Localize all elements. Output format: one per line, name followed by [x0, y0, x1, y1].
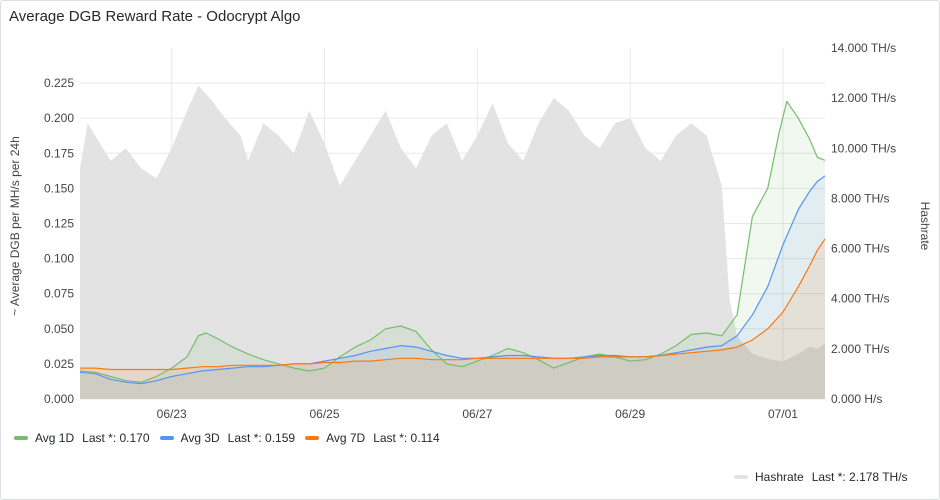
legend-swatch	[14, 436, 28, 440]
x-tick-label: 06/25	[309, 407, 339, 421]
y-left-tick-label: 0.050	[44, 322, 74, 336]
y-axis-right-ticks: 0.000 H/s 2.000 TH/s 4.000 TH/s 6.000 TH/s 8…	[831, 41, 896, 406]
series-fill-avg-3d	[80, 175, 825, 399]
y-right-tick-label: 14.000 TH/s	[831, 41, 896, 55]
legend-item-avg-7d[interactable]: Avg 7D Last *: 0.114	[305, 431, 440, 445]
y-right-tick-label: 0.000 H/s	[831, 392, 882, 406]
legend-item-avg-3d[interactable]: Avg 3D Last *: 0.159	[159, 431, 296, 445]
y-left-tick-label: 0.175	[44, 146, 74, 160]
series-line-avg-7d	[80, 238, 826, 371]
legend-item-avg-1d[interactable]: Avg 1D Last *: 0.170	[14, 431, 150, 445]
legend-bottom: Avg 1D Last *: 0.170 Avg 3D Last *: 0.15…	[14, 431, 450, 445]
legend-last-value: Last *: 0.114	[373, 431, 440, 445]
legend-swatch	[159, 436, 174, 440]
legend-label: Avg 3D	[180, 431, 220, 445]
y-right-tick-label: 8.000 TH/s	[831, 191, 889, 205]
y-right-tick-label: 4.000 TH/s	[831, 292, 889, 306]
y-right-tick-label: 2.000 TH/s	[831, 342, 889, 356]
legend-swatch	[305, 436, 320, 440]
y-left-tick-label: 0.075	[44, 287, 74, 301]
series-fill-avg-7d	[80, 238, 825, 399]
y-left-tick-label: 0.150	[44, 181, 74, 195]
panel-title: Average DGB Reward Rate - Odocrypt Algo	[9, 8, 301, 25]
legend-label: Avg 1D	[35, 431, 75, 445]
hashrate-area	[80, 85, 825, 399]
legend-swatch	[734, 475, 748, 479]
x-tick-label: 07/01	[768, 407, 798, 421]
x-axis-ticks: 06/23 06/25 06/27 06/29 07/01	[157, 407, 799, 421]
series-line-layer	[79, 100, 826, 385]
series-line-avg-3d	[79, 175, 826, 385]
legend-last-value: Last *: 2.178 TH/s	[811, 470, 908, 484]
y-left-tick-label: 0.100	[44, 252, 74, 266]
legend-label: Avg 7D	[326, 431, 366, 445]
x-tick-label: 06/23	[157, 407, 187, 421]
series-fill-layer	[80, 101, 825, 400]
legend-label: Hashrate	[755, 470, 804, 484]
y-left-tick-label: 0.000	[44, 392, 74, 406]
y-left-tick-label: 0.225	[44, 76, 74, 90]
y-left-tick-label: 0.025	[44, 357, 74, 371]
series-fill-avg-1d	[80, 101, 825, 400]
y-left-tick-label: 0.125	[44, 217, 74, 231]
legend-right: Hashrate Last *: 2.178 TH/s	[734, 470, 918, 484]
y-left-tick-label: 0.200	[44, 111, 74, 125]
legend-last-value: Last *: 0.170	[82, 431, 150, 445]
hashrate-area-layer	[80, 85, 825, 399]
y-right-tick-label: 12.000 TH/s	[831, 91, 896, 105]
y-right-tick-label: 6.000 TH/s	[831, 242, 889, 256]
x-tick-label: 06/27	[462, 407, 492, 421]
y-right-tick-label: 10.000 TH/s	[831, 141, 896, 155]
y-axis-left-ticks: 0.000 0.025 0.050 0.075 0.100 0.125 0.150 0.175…	[44, 76, 74, 406]
y-axis-left-title: ~ Average DGB per MH/s per 24h	[8, 136, 22, 316]
x-tick-label: 06/29	[615, 407, 645, 421]
legend-last-value: Last *: 0.159	[227, 431, 296, 445]
legend-item-hashrate[interactable]: Hashrate Last *: 2.178 TH/s	[734, 470, 908, 484]
series-line-avg-1d	[79, 100, 826, 383]
y-axis-right-title: Hashrate	[918, 202, 932, 251]
